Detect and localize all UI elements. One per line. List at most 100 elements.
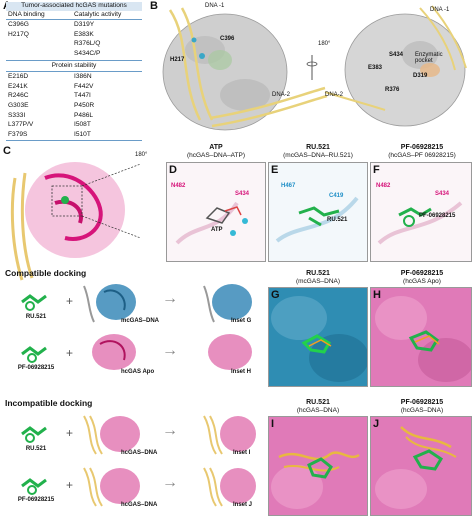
table-cell: G303E [8, 101, 29, 109]
panel-d-letter: D [169, 164, 177, 176]
docked-hcgas-dna-icon [203, 467, 256, 507]
panel-d: D N482 S434 ATP [166, 162, 266, 262]
table-cell: S434C/P [74, 49, 101, 57]
docked-hcgas-apo-icon [208, 334, 252, 370]
panel-f: F N482 S434 PF-06928215 [370, 162, 472, 262]
table-cell: D319Y [74, 21, 95, 29]
result-label: Inset H [231, 369, 252, 375]
pf-ligand-icon [21, 478, 47, 495]
label-n482-d: N482 [171, 183, 186, 189]
table-row: S434C/P [6, 48, 142, 60]
hcgas-cartoon-c [25, 162, 125, 258]
residue-d319: D319 [413, 73, 428, 79]
ru521-ligand-icon [21, 426, 47, 443]
table-cell: F442V [74, 82, 94, 90]
rotation-label-c: 180° [135, 152, 148, 158]
table-row: H217Q E383K [6, 29, 142, 39]
panel-b-letter: B [150, 0, 158, 12]
dna2-right-label: DNA-2 [325, 92, 344, 98]
col-dna-binding-header: DNA binding [8, 10, 45, 18]
result-label: Inset I [233, 450, 251, 456]
enzymatic-pocket-marker [420, 63, 440, 77]
panel-e-subtitle: (mcGAS–DNA–RU.521) [283, 152, 353, 159]
hcgas-dna-icon [83, 415, 140, 455]
protein-surface-right [344, 13, 466, 127]
panel-g: G [268, 287, 369, 387]
arrow-icon: → [162, 422, 178, 439]
docked-hcgas-dna-icon [203, 415, 256, 455]
label-n482-f: N482 [376, 183, 391, 189]
mutation-table: Tumor-associated hcGAS mutations DNA bin… [6, 2, 142, 142]
plus-sign: + [66, 426, 74, 440]
table-cell: I510T [74, 130, 91, 138]
panel-j-subtitle: (hcGAS–DNA) [400, 407, 444, 414]
target-label: hcGAS Apo [121, 369, 155, 375]
panel-d-subtitle: (hcGAS–DNA–ATP) [186, 152, 246, 159]
enzymatic-pocket-label: Enzymatic pocket [415, 52, 443, 65]
pf-ligand-icon [21, 346, 47, 363]
arrow-icon: → [162, 290, 178, 307]
plus-sign: + [66, 294, 74, 308]
panel-i-letter: I [271, 418, 275, 430]
label-s434-d: S434 [235, 191, 250, 197]
incompatible-docking-title: Incompatible docking [5, 398, 93, 408]
panel-c-letter: C [3, 145, 11, 157]
panel-j-letter: J [373, 418, 380, 430]
panel-i-title: RU.521 [306, 399, 330, 406]
table-row: F379S I510T [6, 129, 142, 141]
table-cell: P450R [74, 101, 95, 109]
panel-h-title: PF-06928215 [400, 270, 444, 277]
hcgas-dna-icon [83, 467, 140, 507]
compatible-docking-title: Compatible docking [5, 268, 87, 278]
table-cell: L377P/V [8, 121, 34, 129]
table-row: E216D I386N [6, 72, 142, 81]
table-cell: I386N [74, 73, 92, 81]
table-row: S333I P486L [6, 110, 142, 120]
table-cell: E216D [8, 73, 29, 81]
zoom-box [51, 185, 83, 217]
ligand-label: PF-06928215 [17, 497, 55, 503]
panel-f-title: PF-06928215 [400, 144, 444, 151]
table-cell: S333I [8, 111, 26, 119]
result-label: Inset J [233, 502, 253, 508]
target-label: hcGAS–DNA [121, 502, 158, 508]
label-atp: ATP [211, 227, 223, 233]
table-cell: R376L/Q [74, 40, 101, 48]
table-row: R246C T447I [6, 90, 142, 100]
panel-g-letter: G [271, 289, 280, 301]
dna2-left-label: DNA-2 [272, 92, 291, 98]
table-row: L377P/V I508T [6, 119, 142, 129]
ligand-label: RU.521 [25, 314, 47, 320]
table-cell: E383K [74, 30, 94, 38]
table-row: G303E P450R [6, 100, 142, 110]
table-cell: R246C [8, 92, 29, 100]
ligand-label: PF-06928215 [17, 365, 55, 371]
panel-e-title: RU.521 [306, 144, 330, 151]
panel-h-letter: H [373, 289, 381, 301]
table-title: Tumor-associated hcGAS mutations [6, 2, 142, 11]
docked-mcgas-icon [203, 284, 252, 323]
panel-h: H [370, 287, 474, 387]
panel-i: I [268, 416, 368, 516]
table-cell: F379S [8, 130, 28, 138]
panel-g-title: RU.521 [306, 270, 330, 277]
panel-i-subtitle: (hcGAS–DNA) [296, 407, 340, 414]
panel-d-title: ATP [209, 144, 223, 151]
table-cell: P486L [74, 111, 94, 119]
residue-e383: E383 [368, 65, 383, 71]
label-s434-f: S434 [435, 191, 450, 197]
stability-header: Protein stability [51, 61, 97, 69]
panel-c-structure [10, 162, 140, 281]
label-pf-f: PF-06928215 [419, 213, 456, 219]
table-cell: H217Q [8, 30, 29, 38]
residue-r376: R376 [385, 87, 400, 93]
arrow-icon: → [162, 474, 178, 491]
table-row: C396G D319Y [6, 20, 142, 29]
ligand-label: RU.521 [25, 446, 47, 452]
panel-e-letter: E [271, 164, 279, 176]
dna-strand-left [168, 7, 214, 121]
panel-j: J [370, 416, 472, 516]
residue-h217: H217 [170, 57, 185, 63]
arrow-icon: → [162, 342, 178, 359]
table-header-row: DNA binding Catalytic activity [6, 11, 142, 21]
